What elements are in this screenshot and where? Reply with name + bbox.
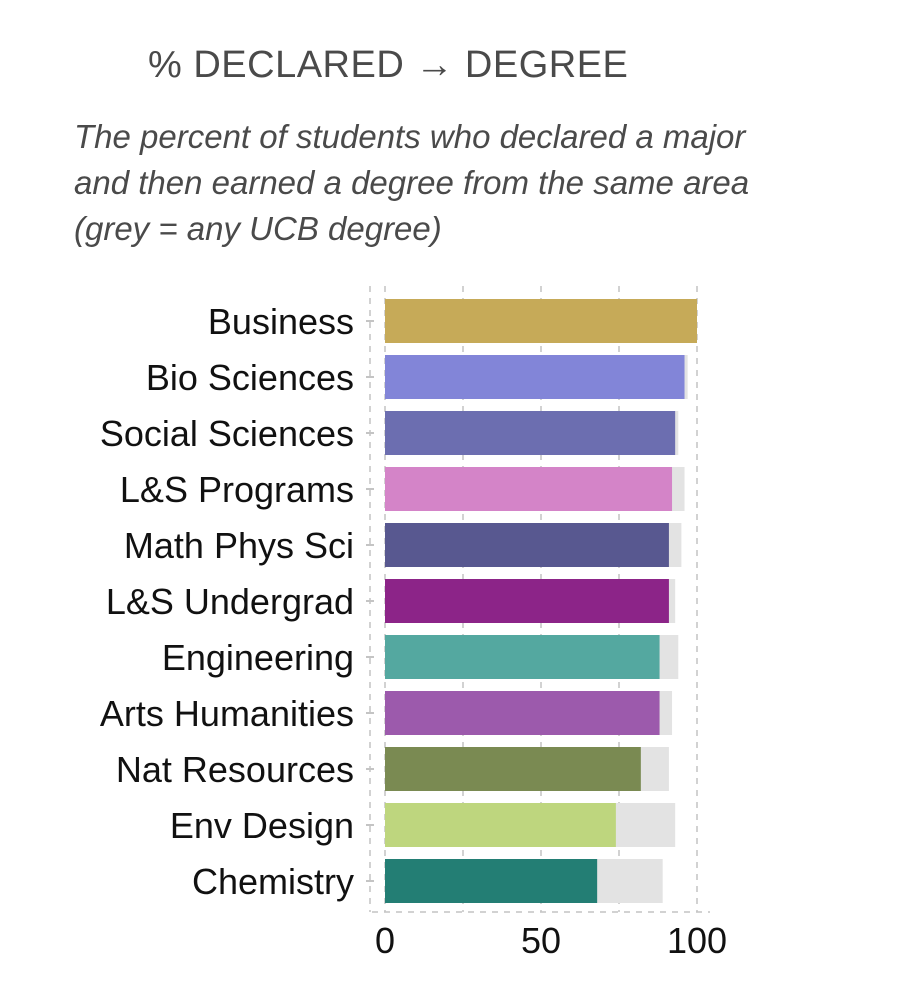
category-label-math-phys-sci: Math Phys Sci [124, 525, 354, 566]
bar-engineering [385, 635, 660, 679]
chart-subtitle: The percent of students who declared a m… [74, 118, 750, 247]
bar-env-design [385, 803, 616, 847]
category-label-arts-humanities: Arts Humanities [100, 693, 354, 734]
chart-title: % DECLARED → DEGREE [148, 44, 629, 86]
category-label-nat-resources: Nat Resources [116, 749, 354, 790]
bar-chemistry [385, 859, 598, 903]
bar-l-s-undergrad [385, 579, 669, 623]
category-label-engineering: Engineering [162, 637, 354, 678]
category-label-chemistry: Chemistry [192, 861, 354, 902]
category-label-social-sciences: Social Sciences [100, 413, 354, 454]
category-label-bio-sciences: Bio Sciences [146, 357, 354, 398]
bar-arts-humanities [385, 691, 660, 735]
category-label-l-s-undergrad: L&S Undergrad [106, 581, 354, 622]
same-area-bars [385, 299, 697, 903]
category-label-l-s-programs: L&S Programs [120, 469, 354, 510]
x-tick-label-100: 100 [667, 920, 727, 961]
bar-social-sciences [385, 411, 676, 455]
bar-l-s-programs [385, 467, 673, 511]
x-axis-tick-labels: 0 50 100 [375, 920, 727, 961]
x-tick-label-50: 50 [521, 920, 561, 961]
bar-nat-resources [385, 747, 641, 791]
category-label-env-design: Env Design [170, 805, 354, 846]
axes [366, 286, 710, 913]
category-labels: Business Bio Sciences Social Sciences L&S P… [100, 301, 354, 902]
x-tick-label-0: 0 [375, 920, 395, 961]
bar-business [385, 299, 697, 343]
bar-math-phys-sci [385, 523, 669, 567]
bar-bio-sciences [385, 355, 685, 399]
category-label-business: Business [208, 301, 354, 342]
